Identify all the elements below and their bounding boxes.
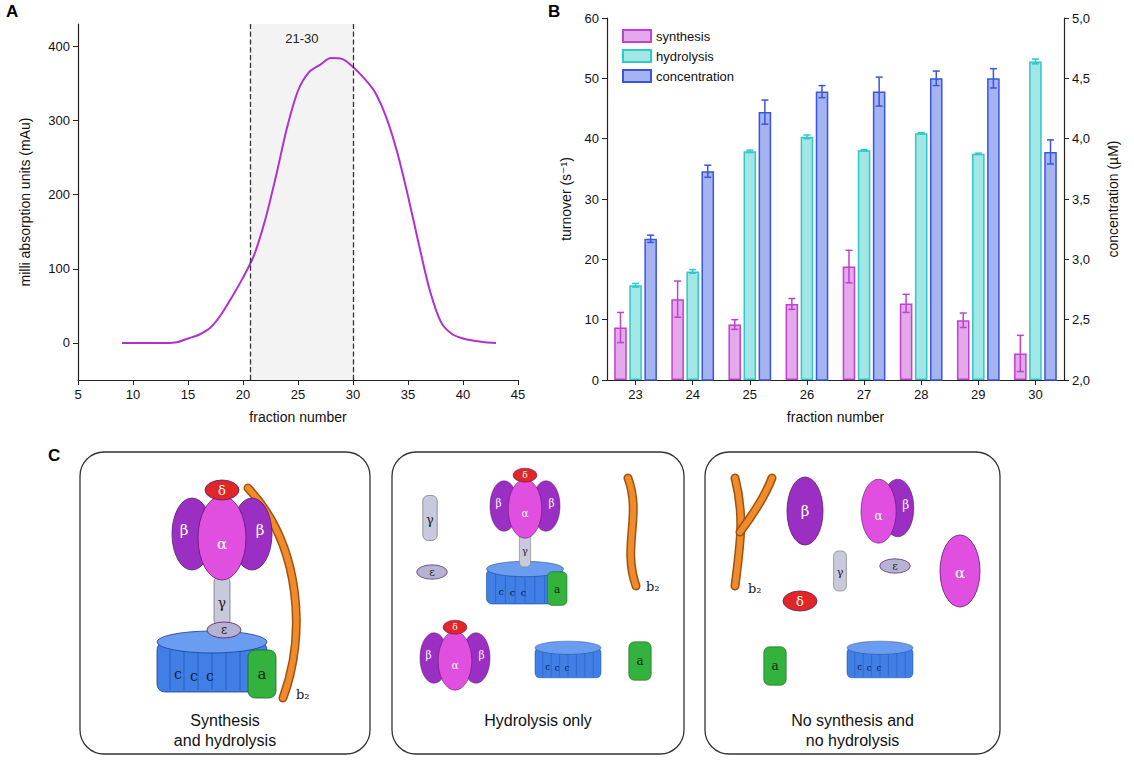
svg-text:ε: ε	[221, 623, 227, 637]
svg-text:α: α	[521, 507, 528, 519]
svg-text:concentration: concentration	[656, 69, 734, 84]
svg-text:400: 400	[48, 39, 70, 54]
svg-text:100: 100	[48, 261, 70, 276]
svg-text:c: c	[564, 663, 569, 673]
svg-text:β: β	[902, 498, 909, 512]
svg-text:20: 20	[585, 252, 599, 267]
svg-text:28: 28	[914, 387, 928, 402]
svg-text:0: 0	[63, 335, 70, 350]
svg-text:25: 25	[743, 387, 757, 402]
svg-text:β: β	[549, 497, 555, 509]
svg-text:0: 0	[592, 373, 599, 388]
svg-text:c: c	[206, 668, 214, 684]
svg-text:40: 40	[585, 131, 599, 146]
svg-text:α: α	[875, 509, 883, 523]
svg-text:a: a	[554, 583, 560, 595]
svg-text:c: c	[521, 587, 527, 598]
svg-text:b₂: b₂	[296, 687, 310, 702]
svg-text:γ: γ	[426, 512, 434, 527]
svg-text:a: a	[771, 659, 778, 673]
html-text:C: C	[48, 446, 61, 465]
svg-text:β: β	[256, 521, 265, 539]
svg-text:35: 35	[401, 387, 415, 402]
html-text:B: B	[548, 2, 561, 21]
svg-text:γ: γ	[522, 545, 528, 556]
svg-text:β: β	[495, 497, 501, 509]
svg-text:γ: γ	[218, 595, 226, 611]
svg-text:3,0: 3,0	[1072, 252, 1090, 267]
svg-text:c: c	[867, 663, 872, 673]
svg-text:and hydrolysis: and hydrolysis	[174, 732, 276, 749]
svg-text:300: 300	[48, 113, 70, 128]
svg-text:30: 30	[1028, 387, 1042, 402]
svg-text:δ: δ	[522, 470, 528, 480]
svg-text:c: c	[876, 663, 881, 673]
svg-text:fraction number: fraction number	[787, 409, 885, 425]
svg-text:40: 40	[456, 387, 470, 402]
svg-text:29: 29	[971, 387, 985, 402]
svg-text:ε: ε	[429, 566, 435, 579]
svg-text:27: 27	[857, 387, 871, 402]
svg-text:20: 20	[236, 387, 250, 402]
svg-text:24: 24	[685, 387, 699, 402]
svg-text:α: α	[217, 535, 227, 553]
svg-text:45: 45	[511, 387, 525, 402]
svg-text:3,5: 3,5	[1072, 192, 1090, 207]
svg-text:c: c	[174, 666, 182, 682]
svg-text:25: 25	[291, 387, 305, 402]
svg-text:b₂: b₂	[646, 579, 660, 594]
svg-text:c: c	[190, 668, 198, 684]
svg-text:5: 5	[74, 387, 81, 402]
svg-text:a: a	[258, 665, 267, 683]
svg-text:2,0: 2,0	[1072, 373, 1090, 388]
svg-text:δ: δ	[796, 594, 804, 609]
svg-text:15: 15	[181, 387, 195, 402]
svg-text:No synthesis and: No synthesis and	[791, 712, 914, 729]
svg-text:60: 60	[585, 11, 599, 26]
svg-text:β: β	[801, 502, 810, 520]
svg-text:α: α	[955, 564, 965, 582]
svg-text:21-30: 21-30	[285, 31, 318, 46]
svg-text:β: β	[479, 649, 485, 661]
svg-text:fraction number: fraction number	[249, 409, 347, 425]
svg-text:γ: γ	[837, 566, 844, 579]
svg-text:b₂: b₂	[748, 581, 762, 596]
svg-text:δ: δ	[218, 483, 226, 498]
svg-text:α: α	[451, 659, 458, 671]
html-text:A: A	[6, 2, 19, 21]
svg-text:ε: ε	[892, 560, 898, 573]
svg-text:c: c	[555, 663, 560, 673]
svg-text:Synthesis: Synthesis	[190, 712, 259, 729]
svg-text:26: 26	[800, 387, 814, 402]
svg-text:30: 30	[585, 192, 599, 207]
svg-text:δ: δ	[452, 622, 458, 632]
svg-text:hydrolysis: hydrolysis	[656, 49, 714, 64]
svg-text:10: 10	[585, 312, 599, 327]
svg-text:4,0: 4,0	[1072, 131, 1090, 146]
svg-text:turnover (s⁻¹): turnover (s⁻¹)	[558, 157, 574, 241]
svg-text:23: 23	[628, 387, 642, 402]
svg-text:β: β	[425, 649, 431, 661]
svg-text:synthesis: synthesis	[656, 29, 711, 44]
svg-text:β: β	[180, 521, 189, 539]
svg-text:Hydrolysis only: Hydrolysis only	[484, 712, 592, 729]
svg-text:50: 50	[585, 71, 599, 86]
svg-text:200: 200	[48, 187, 70, 202]
svg-text:milli absorption units (mAu): milli absorption units (mAu)	[17, 118, 33, 287]
svg-text:5,0: 5,0	[1072, 11, 1090, 26]
svg-text:no hydrolysis: no hydrolysis	[806, 732, 899, 749]
svg-text:10: 10	[126, 387, 140, 402]
svg-text:c: c	[498, 586, 504, 597]
svg-text:concentration (µM): concentration (µM)	[1105, 141, 1121, 258]
svg-text:2,5: 2,5	[1072, 312, 1090, 327]
svg-text:4,5: 4,5	[1072, 71, 1090, 86]
svg-text:c: c	[510, 587, 516, 598]
svg-text:c: c	[545, 662, 550, 672]
svg-text:c: c	[857, 662, 862, 672]
svg-text:a: a	[636, 654, 643, 668]
svg-text:30: 30	[346, 387, 360, 402]
